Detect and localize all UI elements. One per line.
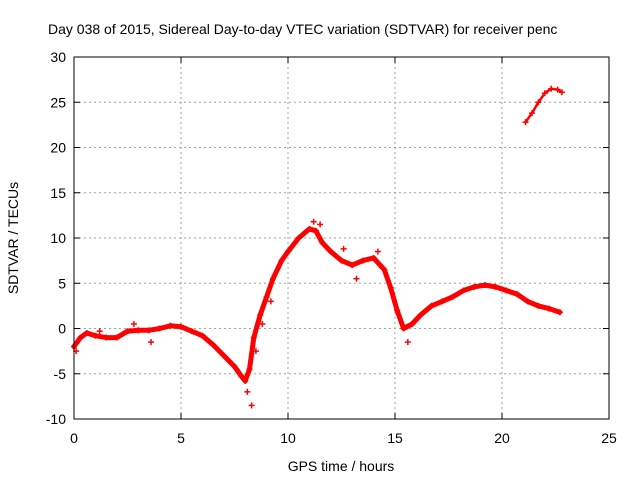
data-point — [449, 293, 456, 300]
data-point — [404, 339, 411, 346]
data-point — [317, 221, 324, 228]
data-point — [338, 257, 345, 264]
data-point — [558, 89, 565, 96]
tick-layer: 0 5 10 15 20 25 -10 -5 0 5 10 15 20 25 30 — [46, 49, 617, 446]
data-point — [285, 248, 291, 255]
data-point — [257, 311, 264, 318]
data-point — [340, 245, 347, 252]
data-point — [492, 283, 499, 290]
data-point — [312, 227, 319, 234]
chart-title: Day 038 of 2015, Sidereal Day-to-day VTE… — [48, 21, 557, 37]
data-point — [381, 266, 388, 273]
data-point — [522, 119, 529, 126]
data-point — [503, 287, 510, 294]
data-point — [77, 334, 84, 341]
data-point — [359, 257, 366, 264]
grid-layer — [74, 57, 609, 419]
x-tick-label: 15 — [387, 430, 403, 446]
y-tick-label: 5 — [58, 275, 66, 291]
data-point — [387, 284, 394, 291]
y-tick-label: -10 — [46, 411, 66, 427]
y-tick-label: 30 — [50, 49, 66, 65]
y-axis-label: SDTVAR / TECUs — [5, 182, 21, 294]
y-tick-label: 25 — [50, 94, 66, 110]
data-point — [167, 322, 174, 329]
x-tick-label: 10 — [280, 430, 296, 446]
data-point — [541, 90, 548, 97]
data-point — [156, 325, 163, 332]
data-point — [250, 334, 257, 341]
data-point — [394, 307, 401, 314]
data-point — [244, 388, 251, 395]
data-point — [124, 328, 131, 335]
data-point — [428, 302, 435, 309]
data-point — [267, 298, 274, 305]
data-point — [278, 257, 285, 264]
data-point — [460, 287, 467, 294]
data-point — [135, 327, 142, 334]
x-tick-label: 0 — [70, 430, 78, 446]
data-point — [548, 85, 555, 92]
x-tick-label: 20 — [494, 430, 510, 446]
data-point — [270, 275, 277, 282]
data-point — [349, 262, 356, 269]
series-layer — [71, 85, 565, 409]
data-point — [83, 330, 90, 337]
data-point — [246, 366, 253, 373]
data-point — [409, 320, 416, 327]
data-point — [199, 332, 206, 339]
data-point — [242, 377, 249, 384]
data-point — [535, 99, 542, 106]
data-point — [237, 372, 244, 379]
data-point — [439, 298, 446, 305]
data-point — [554, 86, 561, 93]
data-point — [103, 334, 110, 341]
data-point — [148, 339, 155, 346]
data-point — [259, 320, 266, 327]
data-point — [145, 327, 152, 334]
data-point — [370, 254, 377, 261]
data-point — [113, 334, 120, 341]
x-tick-label: 5 — [177, 430, 185, 446]
data-point — [546, 305, 553, 312]
data-point — [295, 235, 302, 241]
series-line-1 — [71, 226, 563, 384]
data-point — [248, 402, 255, 409]
data-point — [263, 293, 270, 300]
data-point — [556, 309, 563, 316]
data-point — [528, 110, 535, 117]
y-tick-label: 20 — [50, 140, 66, 156]
data-point — [130, 320, 137, 327]
data-point — [178, 323, 184, 330]
data-point — [400, 325, 407, 332]
data-point — [513, 291, 520, 298]
data-point — [96, 328, 103, 335]
data-point — [231, 363, 238, 370]
data-point — [92, 332, 99, 339]
x-tick-label: 25 — [601, 430, 617, 446]
data-point — [252, 348, 259, 355]
data-point — [481, 282, 488, 289]
data-point — [327, 248, 334, 255]
y-tick-label: 15 — [50, 185, 66, 201]
data-point — [353, 275, 360, 282]
data-point — [524, 298, 531, 305]
data-point — [374, 248, 381, 255]
y-tick-label: 0 — [58, 321, 66, 337]
data-point — [306, 225, 313, 232]
data-point — [535, 302, 542, 309]
data-point — [188, 328, 195, 335]
data-point — [220, 352, 227, 359]
data-point — [210, 341, 217, 348]
data-point — [471, 283, 478, 290]
y-tick-label: 10 — [50, 230, 66, 246]
data-point — [417, 311, 424, 318]
data-point — [310, 218, 317, 225]
x-axis-label: GPS time / hours — [288, 458, 395, 474]
data-point — [319, 239, 326, 246]
y-tick-label: -5 — [54, 366, 67, 382]
